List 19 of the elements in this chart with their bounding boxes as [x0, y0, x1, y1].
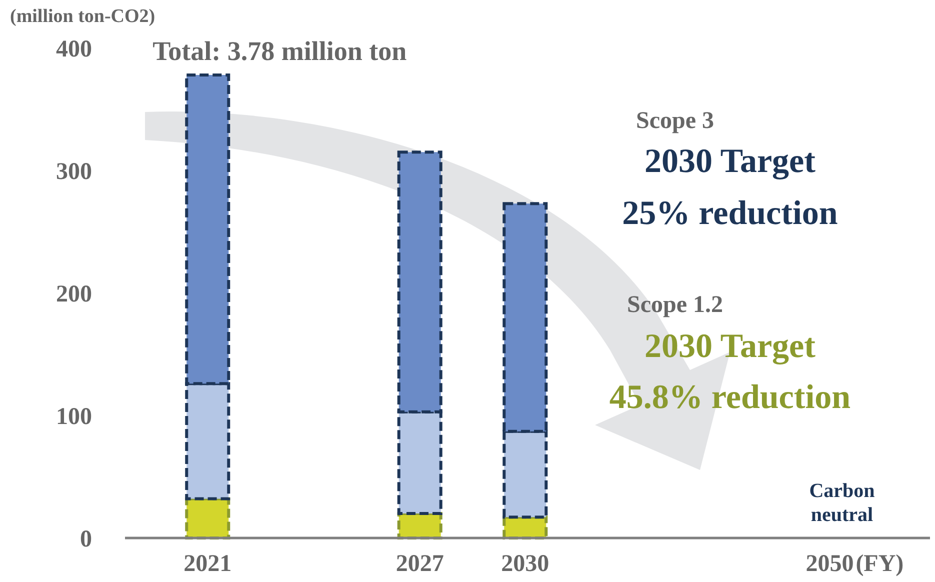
annotation: 25% reduction: [622, 195, 838, 232]
annotation: Carbon neutral: [809, 480, 875, 526]
y-tick-label: 200: [56, 281, 92, 308]
annotation: Scope 1.2: [627, 292, 723, 318]
x-tick-label: 2030: [501, 551, 550, 577]
annotation: Total: 3.78 million ton: [152, 36, 407, 66]
annotation: 2030 Target: [644, 328, 816, 365]
x-tick-label: 2021: [184, 551, 232, 577]
annotation: Scope 3: [636, 108, 714, 134]
y-tick-label: 100: [56, 404, 92, 430]
y-tick-label: 300: [56, 158, 92, 185]
y-tick-label: 0: [80, 526, 92, 552]
x-axis-title: (FY): [856, 551, 904, 577]
annotation: 45.8% reduction: [609, 379, 851, 416]
y-tick-label: 400: [56, 36, 92, 62]
y-axis-title: (million ton-CO2): [10, 6, 156, 27]
annotation: 2030 Target: [644, 143, 816, 180]
x-tick-label: 2050: [806, 551, 854, 577]
x-tick-label: 2027: [396, 551, 444, 577]
